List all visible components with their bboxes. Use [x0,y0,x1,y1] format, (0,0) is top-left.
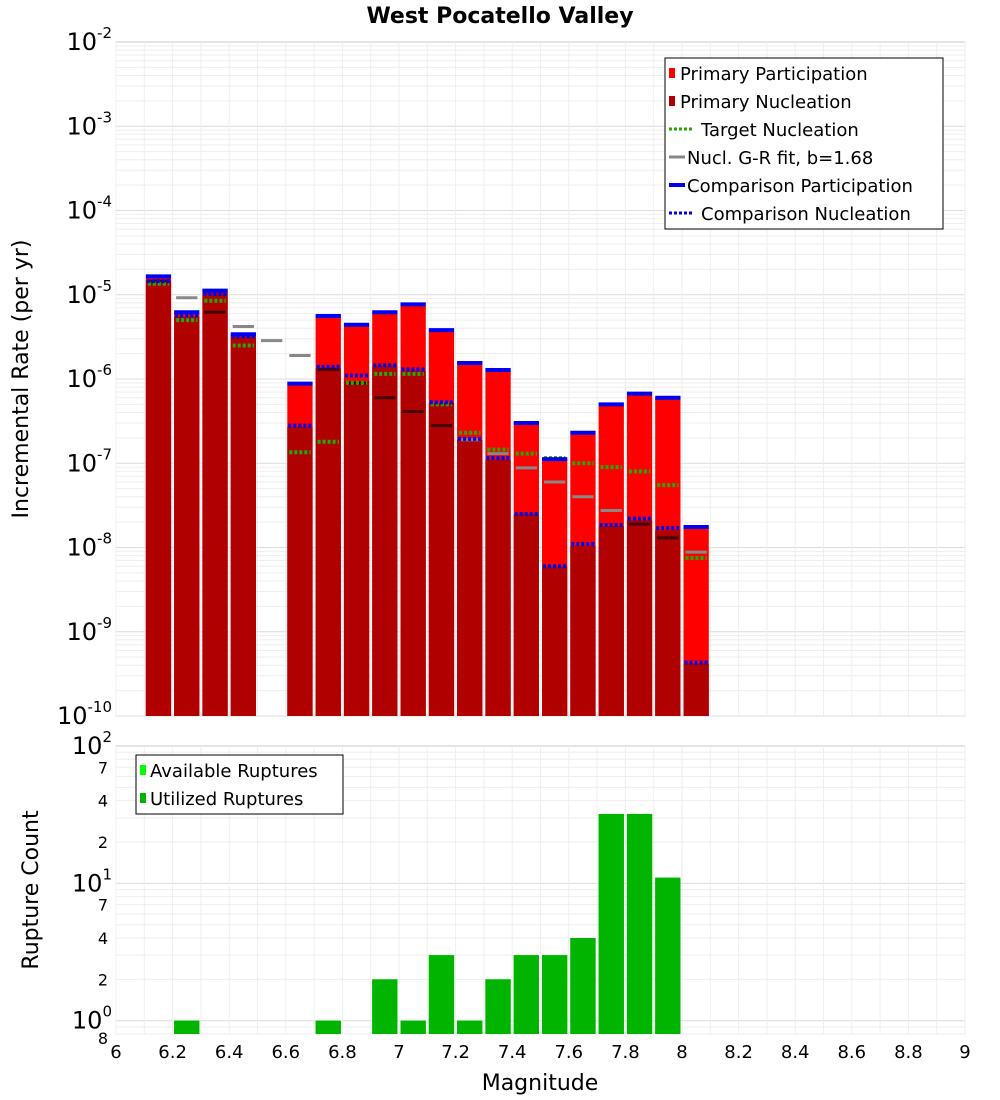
utilized-ruptures-bar [428,955,455,1034]
count-y-tick-label: 100 [72,1003,112,1035]
count-y-tick-label: 2 [98,970,108,989]
legend-label-comparison_nucleation: Comparison Nucleation [701,204,911,225]
x-tick-label: 7 [393,1042,404,1063]
x-tick-labels: 6 6.2 6.4 6.6 6.8 7 7.2 7.4 7.6 7.8 8 8.2 8.4 8.6 8.8 9 [110,1042,970,1063]
x-tick-label: 8.4 [781,1042,810,1063]
x-tick-label: 8.8 [894,1042,923,1063]
count-y-tick-label: 101 [72,865,112,897]
primary-nucleation-bar [626,520,653,716]
x-tick-label: 9 [959,1042,970,1063]
primary-nucleation-bar [372,365,398,716]
x-tick-label: 8.6 [837,1042,866,1063]
x-tick-label: 7.6 [554,1042,583,1063]
rate-bars [145,277,709,716]
rate-y-tick-label: 10-2 [66,24,112,56]
x-tick-label: 6.6 [271,1042,300,1063]
rate-y-tick-labels: 10-10 10-9 10-8 10-7 10-6 10-5 10-4 10-3 10-2 [57,24,112,730]
rate-y-tick-label: 10-6 [66,361,112,393]
primary-nucleation-bar [400,370,426,716]
legend-label-comparison_participation: Comparison Participation [687,176,913,197]
count-gridlines [115,746,966,1035]
count-y-tick-label: 102 [72,728,112,760]
count-y-tick-label: 2 [98,833,108,852]
x-tick-label: 6.4 [215,1042,244,1063]
rate-legend-box [664,57,944,230]
legend-label-target_nucleation: Target Nucleation [700,120,859,141]
rate-y-tick-label: 10-9 [66,614,112,646]
utilized-ruptures-bar [570,938,596,1034]
x-tick-label: 6 [110,1042,121,1063]
x-tick-label: 7.4 [498,1042,527,1063]
primary-nucleation-bar [202,292,228,716]
utilized-ruptures-bar [626,813,653,1034]
primary-nucleation-bar [230,336,256,716]
primary-nucleation-bar [343,380,370,716]
x-tick-label: 7.2 [441,1042,470,1063]
primary-nucleation-bar [485,459,511,716]
utilized-ruptures-bar [542,955,568,1034]
count-bars [174,813,681,1034]
primary-nucleation-bar [145,279,172,716]
utilized-ruptures-bar [655,877,681,1034]
utilized-ruptures-bar [485,979,511,1034]
primary-nucleation-bar [683,663,709,716]
rate-y-tick-label: 10-5 [66,277,112,309]
chart-title: West Pocatello Valley [366,4,633,29]
legend-label-primary_nucleation: Primary Nucleation [680,92,852,113]
primary-nucleation-bar [513,513,539,716]
primary-nucleation-bar [428,402,455,716]
legend-swatch-utilized [140,793,146,803]
utilized-ruptures-bar [400,1020,426,1034]
legend-label-primary_participation: Primary Participation [680,64,868,85]
utilized-ruptures-bar [598,813,624,1034]
legend-label-available: Available Ruptures [150,761,318,782]
primary-nucleation-bar [570,545,596,716]
x-tick-label: 8.2 [724,1042,753,1063]
count-y-tick-label: 7 [98,896,108,915]
rate-markers [145,274,709,665]
legend-label-utilized: Utilized Ruptures [150,789,303,810]
rate-y-tick-label: 10-3 [66,108,112,140]
count-legend-box [135,754,344,815]
rate-y-tick-label: 10-8 [66,530,112,562]
utilized-ruptures-bar [315,1020,341,1034]
primary-nucleation-bar [457,439,483,716]
primary-nucleation-bar [542,566,568,716]
legend-swatch-primary_nucleation [669,96,675,106]
primary-nucleation-bar [287,426,313,716]
x-tick-label: 8 [676,1042,687,1063]
x-tick-label: 7.8 [611,1042,640,1063]
utilized-ruptures-bar [513,955,539,1034]
primary-nucleation-bar [655,530,681,716]
legend-label-gr_fit: Nucl. G-R fit, b=1.68 [687,148,873,169]
utilized-ruptures-bar [372,979,398,1034]
count-legend: Available Ruptures Utilized Ruptures [135,754,344,815]
x-tick-label: 6.8 [328,1042,357,1063]
primary-nucleation-bar [174,316,200,716]
utilized-ruptures-bar [457,1020,483,1034]
utilized-ruptures-bar [174,1020,200,1034]
count-y-axis-label: Rupture Count [19,810,44,970]
count-y-tick-label: 4 [98,792,108,811]
count-y-tick-label: 4 [98,929,108,948]
rate-y-tick-label: 10-4 [66,193,112,225]
x-axis-label: Magnitude [482,1071,599,1096]
rate-panel: 10-10 10-9 10-8 10-7 10-6 10-5 10-4 10-3 10-2 Pr… [57,24,966,730]
rate-legend: Primary Participation Primary Nucleation T… [664,57,944,230]
x-tick-label: 6.2 [158,1042,187,1063]
legend-swatch-available [140,765,146,775]
primary-nucleation-bar [315,368,341,716]
primary-nucleation-bar [598,525,624,716]
rate-y-tick-label: 10-10 [57,698,112,730]
legend-swatch-primary_participation [669,68,675,78]
count-y-tick-label: 8 [98,1029,108,1048]
rate-y-axis-label: Incremental Rate (per yr) [9,240,34,519]
count-y-tick-label: 7 [98,758,108,777]
rate-y-tick-label: 10-7 [66,445,112,477]
